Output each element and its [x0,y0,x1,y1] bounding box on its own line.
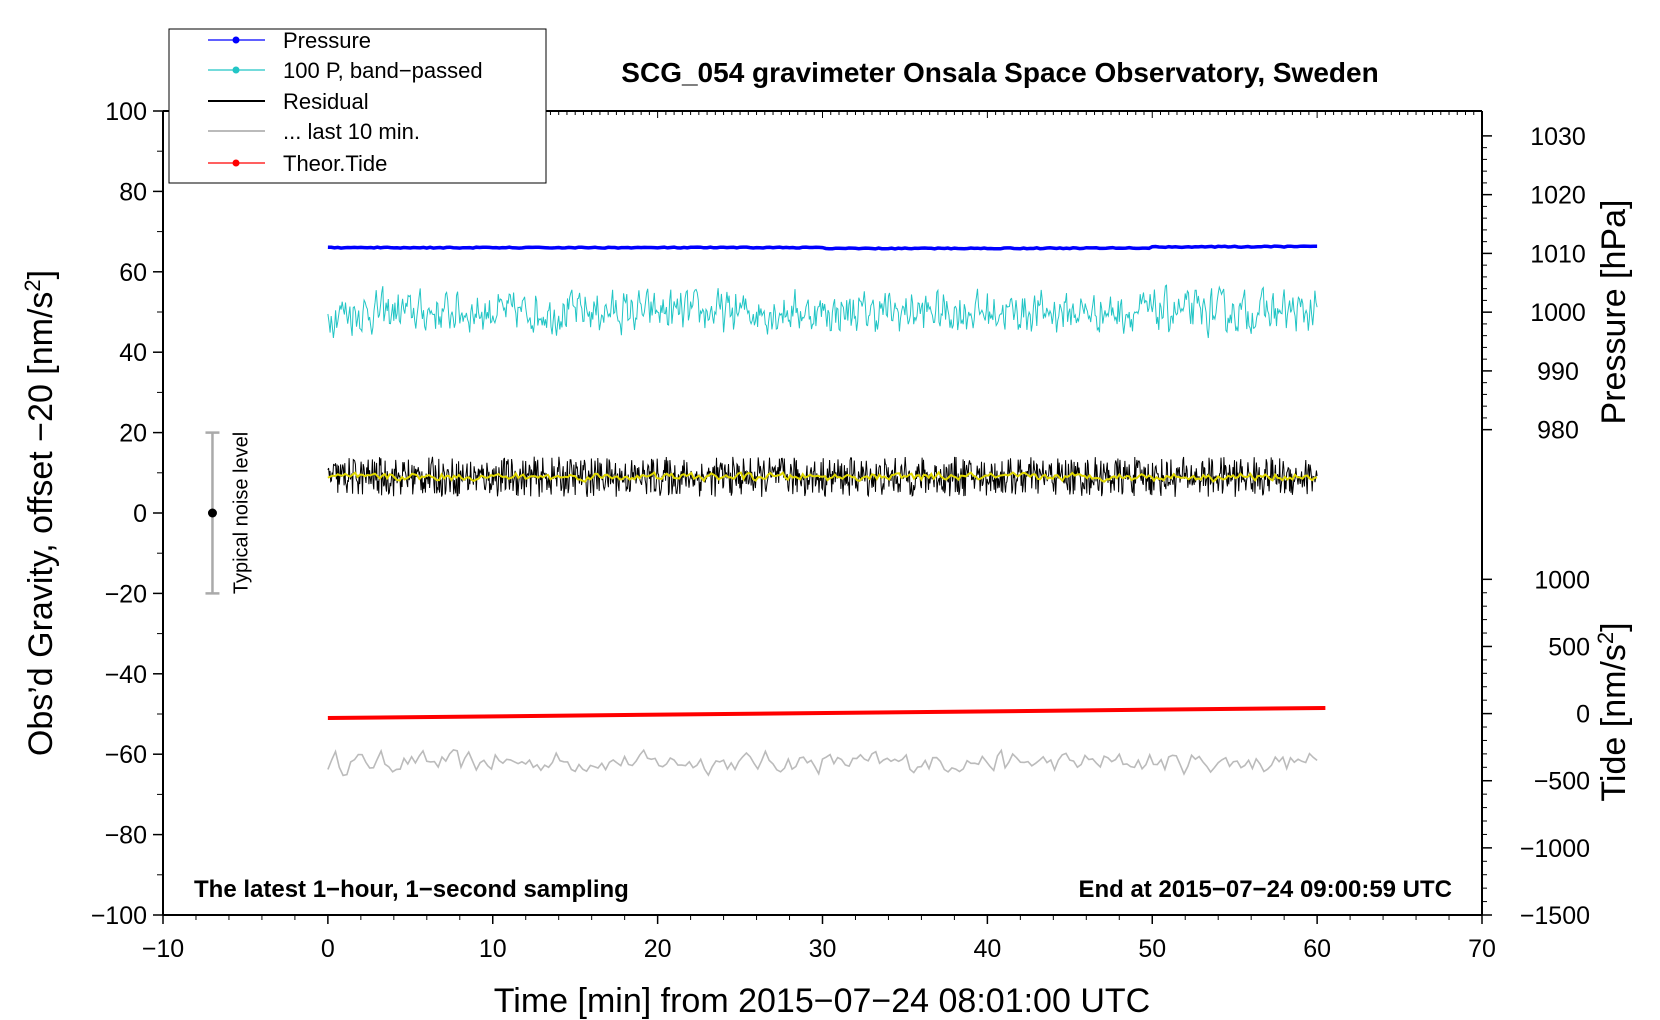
y-tick-label-20: −20 [105,580,147,608]
tide-axis-ticks: −1500 −1000 −500 0 500 1000 [1482,566,1590,930]
y-axis-ticks: −100 −80 −60 −40 −20 0 20 40 60 80 100 [91,98,163,930]
pressure-tick-label-1000: 1000 [1530,299,1586,327]
legend-label-pressure: Pressure [283,28,371,53]
y-axis-label-tide: Tide [nm/s2] [1593,622,1633,801]
tide-tick-label-500: 500 [1548,633,1590,661]
annotation-right: End at 2015−07−24 09:00:59 UTC [1078,876,1452,903]
y-axis-label-left-sup: 2 [20,279,45,291]
legend-item-band-passed: 100 P, band−passed [208,58,483,83]
y-tick-label-80: −80 [105,822,147,850]
legend-item-theor-tide: Theor.Tide [208,151,387,176]
y-tick-label-100: 100 [105,98,147,126]
legend-label-residual: Residual [283,89,369,114]
legend-item-pressure: Pressure [208,28,371,53]
tide-tick-label-500: −500 [1534,768,1590,796]
pressure-tick-label-1030: 1030 [1530,123,1586,151]
legend-label-last-10-min: ... last 10 min. [283,119,420,144]
pressure-tick-label-1010: 1010 [1530,240,1586,268]
y-tick-label-60: 60 [119,259,147,287]
y-axis-label-left: Obs’d Gravity, offset −20 [nm/s2] [20,270,60,756]
y-axis-label-tide-sup: 2 [1593,632,1618,644]
y-axis-label-tide-close: ] [1595,622,1633,631]
pressure-axis-ticks: 980 990 1000 1010 1020 1030 [1482,123,1586,445]
series-residual-smoothed [327,470,1318,483]
pressure-tick-label-1020: 1020 [1530,182,1586,210]
legend-marker-pressure [232,36,240,44]
x-tick-label-50: 50 [1138,935,1166,963]
series-layer [327,244,1326,777]
series-band-passed [327,284,1318,339]
y-tick-label-0: 0 [133,500,147,528]
x-tick-label-70: 70 [1468,935,1496,963]
x-tick-label-60: 60 [1303,935,1331,963]
legend: Pressure 100 P, band−passed Residual ...… [168,28,547,184]
y-axis-label-tide-text: Tide [nm/s [1595,644,1633,801]
y-axis-label-left-text: Obs’d Gravity, offset −20 [nm/s [22,292,60,757]
legend-label-theor-tide: Theor.Tide [283,151,387,176]
y-tick-label-60: −60 [105,741,147,769]
noise-bar: Typical noise level [205,431,252,595]
legend-item-last-10-min: ... last 10 min. [208,119,420,144]
series-theor-tide [327,705,1326,721]
x-axis-ticks: −10 0 10 20 30 40 50 60 70 [142,915,1496,963]
legend-label-band-passed: 100 P, band−passed [283,58,483,83]
pressure-tick-label-990: 990 [1537,358,1579,386]
series-last-10-min [327,748,1318,777]
x-tick-label-30: 30 [809,935,837,963]
x-tick-label-0: 0 [321,935,335,963]
y-tick-label-100: −100 [91,902,147,930]
x-tick-label-40: 40 [973,935,1001,963]
x-tick-label-10: 10 [479,935,507,963]
tide-tick-label-1500: −1500 [1520,902,1590,930]
x-tick-label-10: −10 [142,935,184,963]
series-pressure [327,244,1318,251]
noise-bar-point [207,508,217,518]
y-tick-label-80: 80 [119,178,147,206]
tide-tick-label-0: 0 [1576,701,1590,729]
pressure-tick-label-980: 980 [1537,417,1579,445]
tide-tick-label-1000: −1000 [1520,835,1590,863]
x-axis-label: Time [min] from 2015−07−24 08:01:00 UTC [494,982,1150,1020]
legend-marker-theor-tide [232,159,240,167]
annotation-left: The latest 1−hour, 1−second sampling [194,876,629,903]
y-axis-label-left-close: ] [22,270,60,279]
y-tick-label-40: −40 [105,661,147,689]
tide-tick-label-1000: 1000 [1534,566,1590,594]
legend-marker-band-passed [232,66,240,74]
y-axis-label-pressure: Pressure [hPa] [1595,200,1633,425]
noise-bar-label: Typical noise level [230,432,252,594]
legend-item-residual: Residual [208,89,369,114]
x-tick-label-20: 20 [644,935,672,963]
y-tick-label-20: 20 [119,420,147,448]
chart-title: SCG_054 gravimeter Onsala Space Observat… [621,57,1378,88]
legend-box [168,28,547,184]
y-tick-label-40: 40 [119,339,147,367]
